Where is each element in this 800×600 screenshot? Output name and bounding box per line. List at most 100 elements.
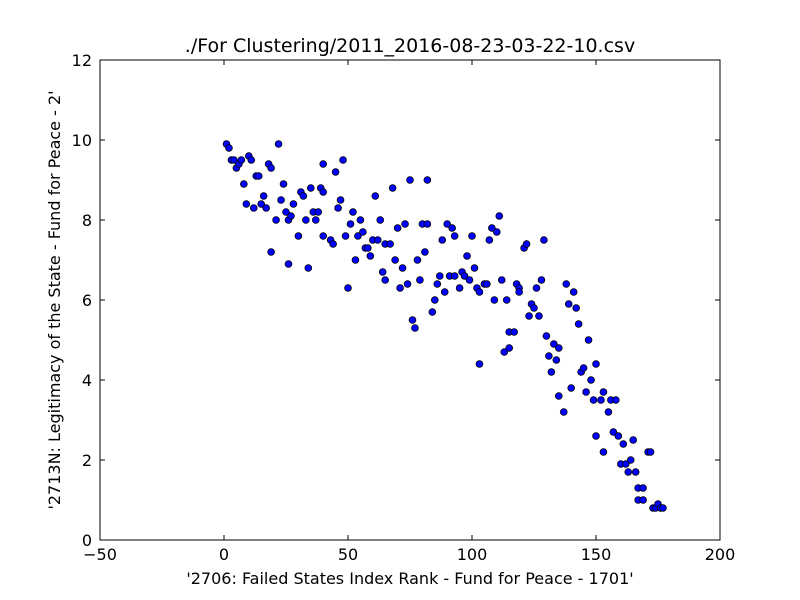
data-point	[230, 156, 238, 164]
data-point	[614, 432, 623, 440]
data-point	[592, 432, 600, 440]
data-point	[597, 396, 605, 404]
data-point	[366, 252, 375, 260]
data-point	[500, 348, 509, 356]
data-points	[222, 140, 667, 512]
data-point	[433, 280, 442, 288]
data-point	[356, 216, 365, 224]
data-point	[460, 272, 469, 280]
data-point	[515, 288, 523, 296]
data-point	[564, 300, 573, 308]
data-point	[599, 388, 608, 396]
x-tick-label: −50	[83, 545, 117, 564]
data-point	[522, 240, 531, 248]
data-point	[242, 200, 251, 208]
data-point	[364, 244, 372, 252]
data-point	[376, 216, 385, 224]
x-tick-label: 150	[581, 545, 612, 564]
data-point	[299, 192, 308, 200]
data-point	[262, 204, 270, 212]
data-point	[438, 236, 447, 244]
y-tick-label: 8	[82, 211, 92, 230]
data-point	[621, 460, 630, 468]
data-point	[547, 368, 556, 376]
data-point	[396, 284, 404, 292]
data-point	[550, 340, 558, 348]
plot-frame	[99, 59, 721, 541]
data-point	[626, 456, 635, 464]
data-point	[639, 496, 647, 504]
data-point	[341, 232, 350, 240]
y-tick-label: 10	[72, 131, 92, 150]
data-point	[416, 276, 424, 284]
data-point	[646, 448, 655, 456]
data-point	[346, 220, 355, 228]
data-point	[468, 232, 476, 240]
x-tick-label: 100	[457, 545, 488, 564]
data-point	[639, 484, 647, 492]
data-point	[485, 236, 494, 244]
data-point	[440, 288, 449, 296]
data-point	[277, 196, 285, 204]
data-point	[502, 296, 511, 304]
data-point	[589, 396, 598, 404]
y-axis-label: '2713N: Legitimacy of the State - Fund f…	[45, 90, 64, 509]
data-point	[423, 176, 432, 184]
data-point	[254, 172, 263, 180]
data-point	[279, 180, 288, 188]
data-point	[542, 332, 551, 340]
data-point	[470, 264, 479, 272]
data-point	[314, 208, 323, 216]
data-point	[302, 216, 310, 224]
data-point	[311, 216, 320, 224]
data-point	[401, 220, 409, 228]
data-point	[304, 264, 313, 272]
data-point	[334, 204, 342, 212]
data-point	[272, 216, 280, 224]
data-point	[354, 232, 362, 240]
data-point	[475, 288, 484, 296]
data-point	[388, 184, 397, 192]
data-point	[259, 192, 268, 200]
data-point	[492, 228, 501, 236]
data-point	[537, 276, 546, 284]
data-point	[552, 356, 561, 364]
data-point	[284, 260, 293, 268]
data-point	[554, 344, 563, 352]
data-point	[306, 184, 315, 192]
x-tick-label: 50	[338, 545, 358, 564]
x-axis-label: '2706: Failed States Index Rank - Fund f…	[186, 569, 633, 588]
data-point	[443, 220, 452, 228]
data-point	[629, 436, 637, 444]
y-tick-label: 0	[82, 531, 92, 550]
data-point	[450, 232, 459, 240]
data-point	[336, 196, 345, 204]
data-point	[225, 144, 233, 152]
data-point	[624, 468, 633, 476]
data-point	[612, 396, 620, 404]
data-point	[282, 208, 290, 216]
data-point	[574, 320, 583, 328]
data-point	[371, 192, 380, 200]
data-point	[535, 312, 543, 320]
data-point	[582, 388, 590, 396]
data-point	[319, 232, 328, 240]
data-point	[359, 228, 367, 236]
data-point	[592, 360, 600, 368]
data-point	[572, 304, 580, 312]
data-point	[408, 316, 417, 324]
data-point	[378, 268, 387, 276]
data-point	[257, 200, 266, 208]
data-point	[554, 392, 563, 400]
data-point	[604, 408, 613, 416]
data-point	[450, 272, 459, 280]
data-point	[421, 248, 429, 256]
data-point	[403, 280, 412, 288]
data-point	[413, 256, 422, 264]
data-point	[274, 140, 283, 148]
data-point	[428, 308, 437, 316]
data-point	[319, 188, 328, 196]
plot-area	[99, 59, 721, 541]
data-point	[659, 504, 667, 512]
